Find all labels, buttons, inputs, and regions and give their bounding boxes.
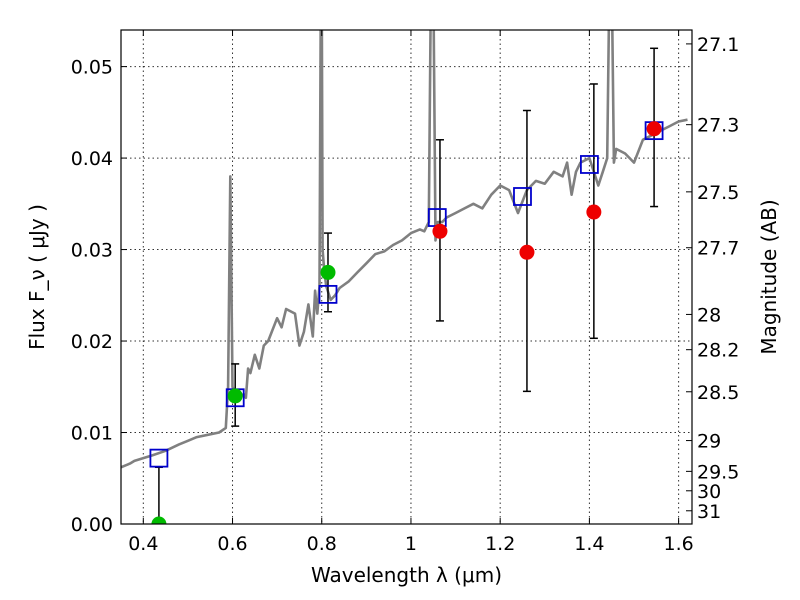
x-tick-label: 1.4 <box>574 533 604 555</box>
y-tick-label: 0.02 <box>71 331 113 353</box>
plot-frame <box>120 29 693 525</box>
y2-tick-label: 27.7 <box>697 238 739 260</box>
model-photometry-point <box>149 448 169 468</box>
observed-point <box>151 516 167 524</box>
x-tick-label: 0.4 <box>128 533 158 555</box>
y2-tick-label: 31 <box>697 501 721 523</box>
model-spectrum-line <box>121 30 688 469</box>
y-tick-label: 0.03 <box>71 240 113 262</box>
observed-point <box>646 121 662 137</box>
y2-tick-label: 29.5 <box>697 461 739 483</box>
x-tick-label: 0.6 <box>217 533 247 555</box>
y-tick-label: 0.05 <box>71 57 113 79</box>
y2-tick-label: 28.2 <box>697 340 739 362</box>
y2-tick-label: 27.3 <box>697 115 739 137</box>
y-tick-label: 0.04 <box>71 148 113 170</box>
y-tick-label: 0.01 <box>71 423 113 445</box>
model-photometry-point <box>579 155 599 174</box>
x-tick-label: 1.6 <box>664 533 694 555</box>
model-spectrum <box>121 30 688 469</box>
y2-tick-label: 27.1 <box>697 34 739 56</box>
observed-point <box>320 264 336 280</box>
y2-tick-label: 29 <box>697 431 721 453</box>
model-photometry-point <box>513 187 532 206</box>
y2-tick-label: 28.5 <box>697 382 739 404</box>
data-markers <box>149 121 664 524</box>
y2-tick-label: 30 <box>697 481 721 503</box>
observed-point <box>519 244 535 260</box>
observed-point <box>432 223 448 239</box>
observed-point <box>586 204 602 220</box>
grid <box>121 30 692 525</box>
model-photometry-point <box>318 284 338 304</box>
y-tick-label: 0.00 <box>71 514 113 536</box>
x-tick-label: 1 <box>405 533 417 555</box>
y-axis-title: Flux F_ν ( μJy ) <box>25 204 49 350</box>
y2-tick-label: 27.5 <box>697 182 739 204</box>
x-axis-title: Wavelength λ (μm) <box>311 563 502 587</box>
y2-tick-label: 28 <box>697 304 721 326</box>
observed-point <box>227 388 243 404</box>
y2-axis-title: Magnitude (AB) <box>757 199 781 354</box>
x-tick-label: 0.8 <box>307 533 337 555</box>
x-tick-label: 1.2 <box>485 533 515 555</box>
ticks: 0.4 0.6 0.8 1 1.2 1.4 1.6 0.00 0.01 0.02 0.03 0.04 0… <box>71 30 739 555</box>
